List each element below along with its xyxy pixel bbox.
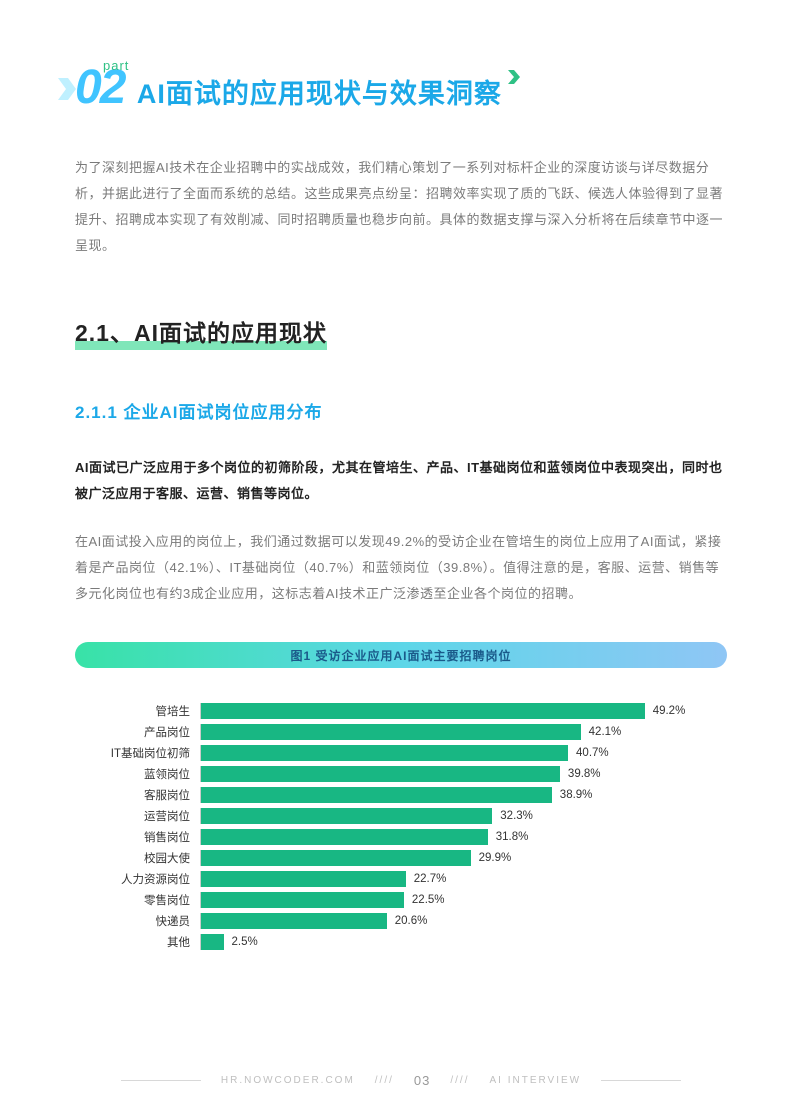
subsection-bold: AI面试已广泛应用于多个岗位的初筛阶段，尤其在管培生、产品、IT基础岗位和蓝领岗… (75, 455, 727, 507)
footer-right: AI INTERVIEW (490, 1075, 582, 1086)
bar-fill (201, 934, 224, 950)
bar-fill (201, 745, 568, 761)
intro-paragraph: 为了深刻把握AI技术在企业招聘中的实战成效，我们精心策划了一系列对标杆企业的深度… (75, 155, 727, 259)
bar-label: 人力资源岗位 (105, 871, 200, 887)
bar-track: 49.2% (200, 703, 697, 719)
bar-value: 20.6% (395, 915, 428, 927)
bar-row: 人力资源岗位 22.7% (105, 871, 697, 887)
chevron-left-icon (58, 78, 76, 105)
bar-fill (201, 703, 645, 719)
bar-value: 42.1% (589, 726, 622, 738)
bar-fill (201, 829, 488, 845)
bar-value: 22.5% (412, 894, 445, 906)
bar-track: 39.8% (200, 766, 697, 782)
chapter-header: part 02 AI面试的应用现状与效果洞察 (75, 60, 727, 115)
page-footer: HR.NOWCODER.COM //// 03 //// AI INTERVIE… (0, 1073, 802, 1088)
bar-value: 40.7% (576, 747, 609, 759)
bar-value: 49.2% (653, 705, 686, 717)
bar-label: 管培生 (105, 703, 200, 719)
bar-value: 29.9% (479, 852, 512, 864)
footer-line-left (121, 1080, 201, 1081)
bar-value: 32.3% (500, 810, 533, 822)
bar-row: IT基础岗位初筛 40.7% (105, 745, 697, 761)
bar-track: 40.7% (200, 745, 697, 761)
bar-label: 产品岗位 (105, 724, 200, 740)
bar-label: 客服岗位 (105, 787, 200, 803)
bar-row: 快递员 20.6% (105, 913, 697, 929)
bar-value: 22.7% (414, 873, 447, 885)
footer-page-number: 03 (414, 1073, 430, 1088)
bar-label: 其他 (105, 934, 200, 950)
bar-fill (201, 871, 406, 887)
chevron-right-icon (508, 70, 520, 89)
chart-title-bar: 图1 受访企业应用AI面试主要招聘岗位 (75, 642, 727, 668)
bar-row: 其他 2.5% (105, 934, 697, 950)
chapter-title: AI面试的应用现状与效果洞察 (137, 72, 502, 111)
bar-fill (201, 724, 581, 740)
bar-value: 2.5% (232, 936, 258, 948)
bar-label: 零售岗位 (105, 892, 200, 908)
footer-slashes: //// (375, 1075, 394, 1086)
bar-row: 产品岗位 42.1% (105, 724, 697, 740)
bar-label: 运营岗位 (105, 808, 200, 824)
subsection-body: 在AI面试投入应用的岗位上，我们通过数据可以发现49.2%的受访企业在管培生的岗… (75, 529, 727, 607)
bar-value: 39.8% (568, 768, 601, 780)
bar-row: 销售岗位 31.8% (105, 829, 697, 845)
bar-label: 蓝领岗位 (105, 766, 200, 782)
bar-row: 管培生 49.2% (105, 703, 697, 719)
chart-title: 图1 受访企业应用AI面试主要招聘岗位 (290, 647, 511, 664)
bar-track: 20.6% (200, 913, 697, 929)
bar-track: 2.5% (200, 934, 697, 950)
bar-row: 零售岗位 22.5% (105, 892, 697, 908)
section-title-wrap: 2.1、AI面试的应用现状 (75, 314, 327, 348)
bar-track: 42.1% (200, 724, 697, 740)
bar-row: 蓝领岗位 39.8% (105, 766, 697, 782)
bar-track: 29.9% (200, 850, 697, 866)
bar-track: 32.3% (200, 808, 697, 824)
bar-label: 快递员 (105, 913, 200, 929)
bar-row: 客服岗位 38.9% (105, 787, 697, 803)
bar-fill (201, 766, 560, 782)
bar-row: 运营岗位 32.3% (105, 808, 697, 824)
bar-fill (201, 892, 404, 908)
bar-label: 销售岗位 (105, 829, 200, 845)
bar-value: 31.8% (496, 831, 529, 843)
bar-fill (201, 787, 552, 803)
bar-track: 22.7% (200, 871, 697, 887)
bar-label: 校园大使 (105, 850, 200, 866)
bar-label: IT基础岗位初筛 (105, 745, 200, 761)
bar-fill (201, 913, 387, 929)
bar-row: 校园大使 29.9% (105, 850, 697, 866)
bar-value: 38.9% (560, 789, 593, 801)
bar-track: 38.9% (200, 787, 697, 803)
subsection-title: 2.1.1 企业AI面试岗位应用分布 (75, 398, 727, 423)
bar-fill (201, 808, 492, 824)
bar-chart: 管培生 49.2% 产品岗位 42.1% IT基础岗位初筛 40.7% 蓝领岗位 39.8% 客… (75, 703, 727, 950)
footer-slashes: //// (450, 1075, 469, 1086)
bar-fill (201, 850, 471, 866)
bar-track: 31.8% (200, 829, 697, 845)
part-label: part (103, 58, 129, 73)
footer-line-right (601, 1080, 681, 1081)
section-title: 2.1、AI面试的应用现状 (75, 314, 327, 348)
bar-track: 22.5% (200, 892, 697, 908)
footer-left: HR.NOWCODER.COM (221, 1075, 355, 1086)
